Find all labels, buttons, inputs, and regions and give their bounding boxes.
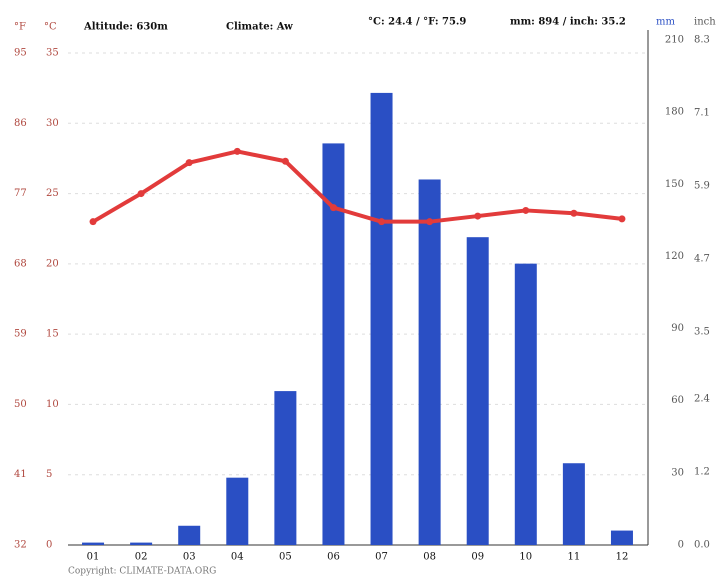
y3ticks-label: 59 [14, 329, 27, 340]
y4ticks-label: 7.1 [694, 108, 710, 119]
y2ticks-label: 120 [665, 251, 684, 262]
bar [514, 263, 537, 545]
y2ticks-label: 150 [665, 179, 684, 190]
bar [226, 477, 249, 545]
temperature-point [281, 157, 289, 165]
yticks-label: 10 [46, 399, 59, 410]
y2ticks-label: 0 [678, 540, 684, 551]
yticks-label: 35 [46, 48, 59, 59]
bar [562, 463, 585, 545]
temperature-point [233, 147, 241, 155]
x-tick-label: 03 [183, 552, 196, 563]
y4ticks-label: 0.0 [694, 540, 710, 551]
temperature-point [474, 212, 482, 220]
altitude: Altitude: 630m [83, 22, 168, 33]
inch-axis-label: inch [694, 17, 716, 28]
x-tick-label: 06 [327, 552, 340, 563]
bar [130, 542, 153, 545]
y3ticks-label: 95 [14, 48, 27, 59]
y2ticks-label: 30 [671, 467, 684, 478]
bar [322, 143, 345, 545]
temperature-point [329, 204, 337, 212]
bar [82, 542, 105, 545]
y4ticks-label: 3.5 [694, 327, 710, 338]
temperature-summary: °C: 24.4 / °F: 75.9 [368, 17, 466, 28]
mm-axis-label: mm [656, 17, 675, 28]
bar [418, 179, 441, 545]
y2ticks-label: 210 [665, 35, 684, 46]
bar [370, 92, 393, 546]
x-tick-label: 10 [519, 552, 532, 563]
y3ticks-label: 50 [14, 399, 27, 410]
bar [466, 237, 489, 545]
temperature-line [92, 149, 623, 224]
y4ticks-label: 1.2 [694, 466, 710, 477]
y4ticks-label: 5.9 [694, 181, 710, 192]
temperature-point [185, 159, 193, 167]
y2ticks-label: 90 [671, 323, 684, 334]
y3ticks-label: 86 [14, 118, 27, 129]
temperature-point [618, 215, 626, 223]
x-tick-label: 02 [135, 552, 148, 563]
x-tick-label: 01 [87, 552, 100, 563]
yticks-label: 25 [46, 188, 59, 199]
bar [178, 525, 201, 545]
x-tick-label: 11 [568, 552, 581, 563]
y3ticks-label: 32 [14, 540, 27, 551]
c-axis-label: °C [44, 22, 57, 33]
climate: Climate: Aw [226, 22, 293, 33]
temperature-point [570, 209, 578, 217]
y3ticks-label: 77 [14, 188, 27, 199]
yticks-label: 30 [46, 118, 59, 129]
temperature-point [89, 218, 97, 226]
temperature-point [426, 218, 434, 226]
yticks-label: 0 [46, 540, 52, 551]
x-tick-label: 08 [423, 552, 436, 563]
x-tick-label: 12 [616, 552, 629, 563]
bar [274, 391, 297, 545]
y2ticks-label: 60 [671, 395, 684, 406]
temperature-point [522, 206, 530, 214]
f-axis-label: °F [14, 22, 26, 33]
x-tick-label: 04 [231, 552, 244, 563]
x-tick-label: 09 [471, 552, 484, 563]
bar [610, 530, 633, 545]
yticks-label: 20 [46, 258, 59, 269]
precipitation-summary: mm: 894 / inch: 35.2 [510, 17, 626, 28]
y4ticks-label: 2.4 [694, 393, 710, 404]
y3ticks-label: 41 [14, 469, 27, 480]
copyright: Copyright: CLIMATE-DATA.ORG [68, 567, 216, 577]
y2ticks-label: 180 [665, 107, 684, 118]
x-tick-label: 05 [279, 552, 292, 563]
temperature-point [137, 190, 145, 198]
y4ticks-label: 8.3 [694, 35, 710, 46]
temperature-point [378, 218, 386, 226]
x-tick-label: 07 [375, 552, 388, 563]
yticks-label: 5 [46, 469, 52, 480]
y4ticks-label: 4.7 [694, 254, 710, 265]
yticks-label: 15 [46, 329, 59, 340]
y3ticks-label: 68 [14, 258, 27, 269]
